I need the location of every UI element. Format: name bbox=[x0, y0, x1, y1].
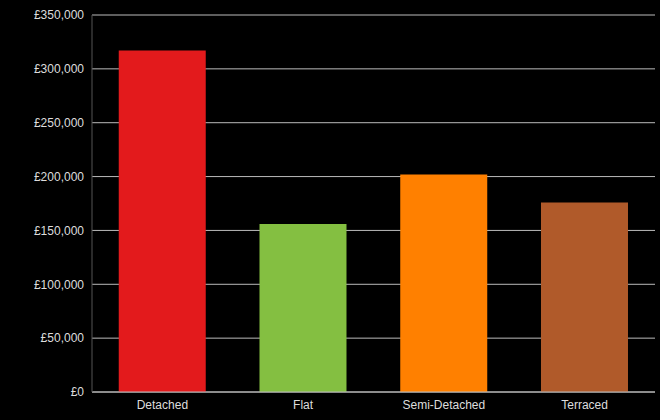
svg-text:Detached: Detached bbox=[137, 398, 188, 412]
svg-text:£300,000: £300,000 bbox=[34, 62, 84, 76]
svg-text:£100,000: £100,000 bbox=[34, 278, 84, 292]
svg-text:£350,000: £350,000 bbox=[34, 8, 84, 22]
svg-text:£200,000: £200,000 bbox=[34, 170, 84, 184]
svg-text:£150,000: £150,000 bbox=[34, 224, 84, 238]
svg-text:£0: £0 bbox=[71, 385, 85, 399]
svg-text:£250,000: £250,000 bbox=[34, 116, 84, 130]
svg-text:Terraced: Terraced bbox=[561, 398, 608, 412]
svg-text:£50,000: £50,000 bbox=[41, 331, 85, 345]
svg-text:Flat: Flat bbox=[293, 398, 314, 412]
svg-text:Semi-Detached: Semi-Detached bbox=[403, 398, 486, 412]
